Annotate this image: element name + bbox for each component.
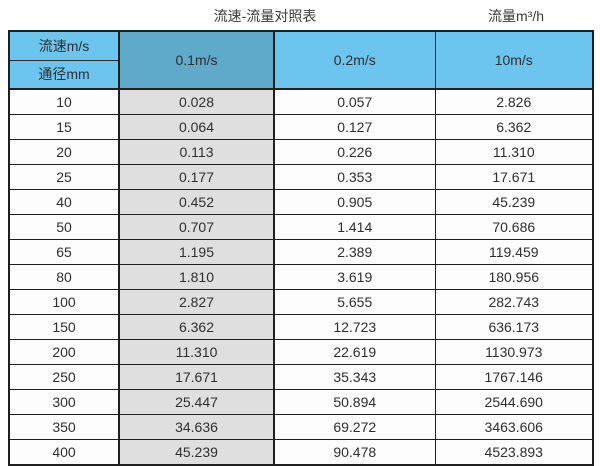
row-label-diameter: 200: [8, 339, 120, 365]
table-row: 200 11.310 22.619 1130.973: [8, 339, 594, 365]
table-cell: 636.173: [434, 314, 594, 340]
table-cell: 0.057: [273, 88, 436, 115]
table-cell: 69.272: [273, 414, 436, 440]
table-header: 流速m/s 通径mm 0.1m/s 0.2m/s 10m/s: [8, 30, 594, 90]
header-row: 流速m/s 通径mm 0.1m/s 0.2m/s 10m/s: [8, 30, 594, 90]
table-cell: 4523.893: [434, 439, 594, 466]
table-row: 400 45.239 90.478 4523.893: [8, 439, 594, 466]
table-row: 250 17.671 35.343 1767.146: [8, 364, 594, 390]
table-row: 25 0.177 0.353 17.671: [8, 164, 594, 190]
table-cell: 12.723: [273, 314, 436, 340]
caption-bar: 流速-流量对照表 流量m³/h: [0, 0, 600, 30]
row-label-diameter: 150: [8, 314, 120, 340]
table-cell: 119.459: [434, 239, 594, 265]
flow-rate-table: 流速m/s 通径mm 0.1m/s 0.2m/s 10m/s 10 0.028 0.…: [8, 30, 594, 466]
table-cell: 3.619: [273, 264, 436, 290]
table-cell: 0.452: [118, 189, 275, 215]
table-cell: 0.707: [118, 214, 275, 240]
row-label-diameter: 10: [8, 88, 120, 115]
table-row: 50 0.707 1.414 70.686: [8, 214, 594, 240]
table-cell: 3463.606: [434, 414, 594, 440]
table-cell: 6.362: [434, 114, 594, 140]
table-cell: 0.177: [118, 164, 275, 190]
table-cell: 1.414: [273, 214, 436, 240]
column-header-10ms: 10m/s: [434, 30, 594, 90]
table-row: 20 0.113 0.226 11.310: [8, 139, 594, 165]
table-cell: 2.827: [118, 289, 275, 315]
table-cell: 70.686: [434, 214, 594, 240]
row-label-diameter: 350: [8, 414, 120, 440]
row-label-diameter: 100: [8, 289, 120, 315]
table-cell: 1.810: [118, 264, 275, 290]
table-cell: 17.671: [434, 164, 594, 190]
table-cell: 11.310: [434, 139, 594, 165]
row-label-diameter: 400: [8, 439, 120, 466]
table-cell: 0.064: [118, 114, 275, 140]
table-cell: 45.239: [118, 439, 275, 466]
table-cell: 35.343: [273, 364, 436, 390]
table-row: 65 1.195 2.389 119.459: [8, 239, 594, 265]
row-label-diameter: 25: [8, 164, 120, 190]
table-row: 100 2.827 5.655 282.743: [8, 289, 594, 315]
row-label-diameter: 250: [8, 364, 120, 390]
table-row: 10 0.028 0.057 2.826: [8, 88, 594, 115]
row-label-diameter: 40: [8, 189, 120, 215]
table-cell: 180.956: [434, 264, 594, 290]
table-cell: 34.636: [118, 414, 275, 440]
table-cell: 45.239: [434, 189, 594, 215]
table-cell: 50.894: [273, 389, 436, 415]
table-cell: 2.826: [434, 88, 594, 115]
table-cell: 5.655: [273, 289, 436, 315]
table-cell: 1.195: [118, 239, 275, 265]
table-cell: 22.619: [273, 339, 436, 365]
row-label-diameter: 50: [8, 214, 120, 240]
row-label-diameter: 65: [8, 239, 120, 265]
table-cell: 11.310: [118, 339, 275, 365]
row-label-diameter: 80: [8, 264, 120, 290]
table-cell: 2.389: [273, 239, 436, 265]
flow-unit-label: 流量m³/h: [488, 8, 544, 24]
table-cell: 6.362: [118, 314, 275, 340]
table-cell: 0.113: [118, 139, 275, 165]
table-row: 150 6.362 12.723 636.173: [8, 314, 594, 340]
row-label-diameter: 300: [8, 389, 120, 415]
table-cell: 282.743: [434, 289, 594, 315]
row-label-diameter: 20: [8, 139, 120, 165]
table-cell: 0.905: [273, 189, 436, 215]
table-body: 10 0.028 0.057 2.826 15 0.064 0.127 6.362 20 0.11…: [8, 88, 594, 466]
corner-bottom-label: 通径mm: [38, 66, 90, 82]
table-title: 流速-流量对照表: [213, 8, 317, 24]
table-cell: 0.226: [273, 139, 436, 165]
table-row: 350 34.636 69.272 3463.606: [8, 414, 594, 440]
table-cell: 25.447: [118, 389, 275, 415]
table-cell: 1130.973: [434, 339, 594, 365]
column-header-0-2ms: 0.2m/s: [273, 30, 436, 90]
table-cell: 0.353: [273, 164, 436, 190]
column-header-0-1ms: 0.1m/s: [118, 30, 275, 90]
table-cell: 1767.146: [434, 364, 594, 390]
table-cell: 0.127: [273, 114, 436, 140]
corner-header-cell: 流速m/s 通径mm: [8, 30, 120, 90]
row-label-diameter: 15: [8, 114, 120, 140]
table-row: 80 1.810 3.619 180.956: [8, 264, 594, 290]
corner-top-label: 流速m/s: [10, 32, 118, 61]
table-cell: 2544.690: [434, 389, 594, 415]
table-cell: 0.028: [118, 88, 275, 115]
table-row: 40 0.452 0.905 45.239: [8, 189, 594, 215]
table-cell: 17.671: [118, 364, 275, 390]
table-row: 15 0.064 0.127 6.362: [8, 114, 594, 140]
table-row: 300 25.447 50.894 2544.690: [8, 389, 594, 415]
table-cell: 90.478: [273, 439, 436, 466]
